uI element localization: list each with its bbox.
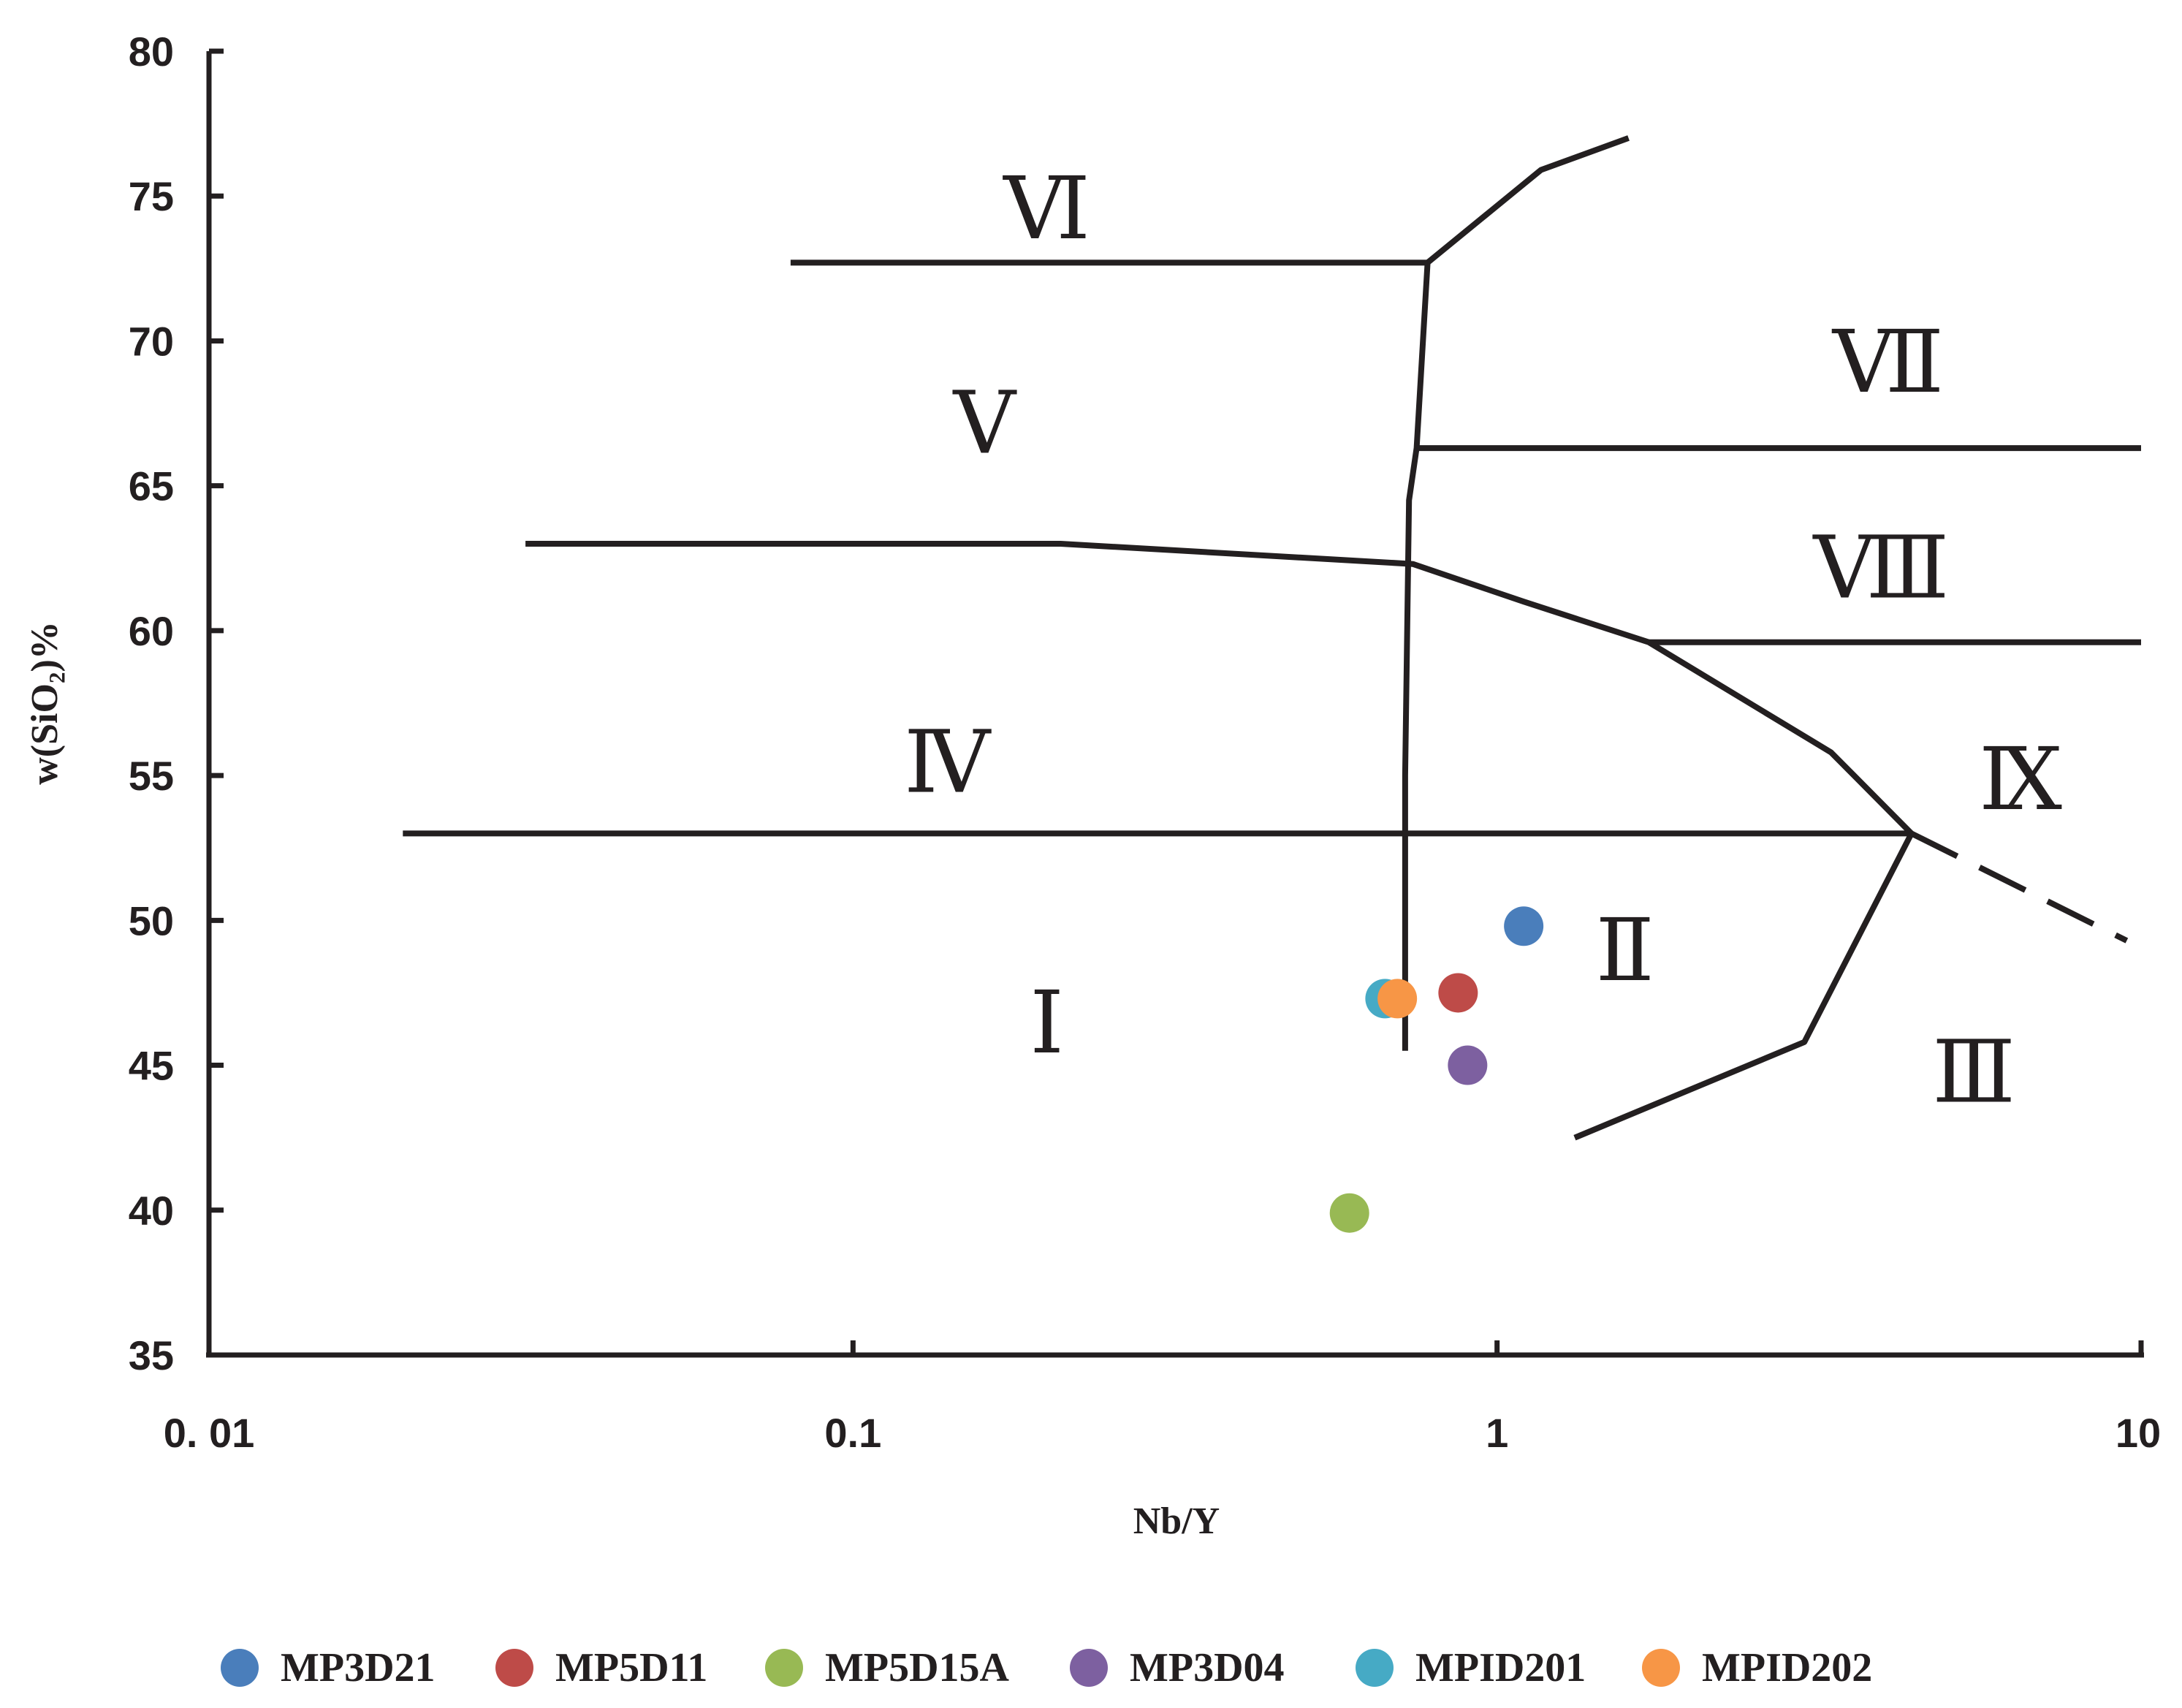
classification-boundaries — [403, 135, 2141, 1141]
region-label: Ⅰ — [1030, 976, 1064, 1071]
region-label: Ⅵ — [1002, 162, 1090, 257]
legend-label: MP3D21 — [281, 1645, 436, 1690]
y-tick-label: 55 — [129, 753, 174, 799]
data-point-mp3d04 — [1448, 1045, 1488, 1085]
legend-label: MP5D15A — [825, 1645, 1010, 1690]
legend-label: MPID201 — [1415, 1645, 1586, 1690]
y-tick-label: 50 — [129, 897, 174, 944]
y-tick-label: 75 — [129, 173, 174, 219]
boundary-line-v-iv — [525, 541, 1914, 836]
y-tick-label: 60 — [129, 608, 174, 654]
region-label: Ⅶ — [1831, 315, 1944, 411]
data-point-mpid202 — [1377, 979, 1418, 1019]
y-tick-label: 70 — [129, 318, 174, 364]
x-axis-title: Nb/Y — [1133, 1500, 1220, 1542]
boundary-line-dashed-ix-iii — [1910, 830, 2129, 944]
y-tick-label: 65 — [129, 463, 174, 509]
legend-label: MPID202 — [1702, 1645, 1872, 1690]
legend: MP3D21 MP5D11 MP5D15A MP3D04 MPID201 MPID202 — [221, 1645, 1872, 1690]
y-tick-label: 40 — [129, 1188, 174, 1234]
y-tick-label: 45 — [129, 1043, 174, 1089]
x-tick-label: 0.1 — [824, 1410, 881, 1456]
y-axis-ticks: 35 40 45 50 55 60 65 70 75 80 — [129, 29, 224, 1378]
legend-marker-mpid201 — [1356, 1649, 1394, 1687]
data-point-mp5d11 — [1438, 973, 1478, 1013]
region-label: Ⅲ — [1932, 1025, 2015, 1120]
region-label: Ⅱ — [1596, 903, 1654, 999]
legend-label: MP5D11 — [555, 1645, 707, 1690]
legend-marker-mp3d21 — [221, 1649, 259, 1687]
boundary-line-ii-iii — [1573, 832, 1915, 1141]
x-axis-ticks: 0. 01 0.1 1 10 — [164, 1340, 2161, 1456]
axes — [206, 51, 2144, 1358]
legend-label: MP3D04 — [1130, 1645, 1285, 1690]
region-label: Ⅴ — [952, 376, 1017, 471]
legend-marker-mp3d04 — [1070, 1649, 1108, 1687]
legend-marker-mp5d11 — [495, 1649, 533, 1687]
data-points — [1329, 906, 1544, 1233]
y-tick-label: 80 — [129, 29, 174, 75]
region-label: Ⅸ — [1979, 732, 2062, 828]
data-point-mp3d21 — [1504, 906, 1544, 946]
y-tick-label: 35 — [129, 1332, 174, 1378]
x-tick-label: 0. 01 — [164, 1410, 255, 1456]
region-label: Ⅷ — [1812, 521, 1950, 617]
legend-marker-mpid202 — [1642, 1649, 1680, 1687]
region-label: Ⅳ — [904, 715, 992, 811]
region-labels: Ⅰ Ⅱ Ⅲ Ⅳ Ⅴ Ⅵ Ⅶ Ⅷ Ⅸ — [904, 162, 2062, 1120]
x-tick-label: 10 — [2116, 1410, 2161, 1456]
y-axis-title: w(SiO₂)% — [24, 621, 66, 785]
legend-marker-mp5d15a — [765, 1649, 803, 1687]
x-tick-label: 1 — [1486, 1410, 1508, 1456]
data-point-mp5d15a — [1329, 1193, 1369, 1233]
